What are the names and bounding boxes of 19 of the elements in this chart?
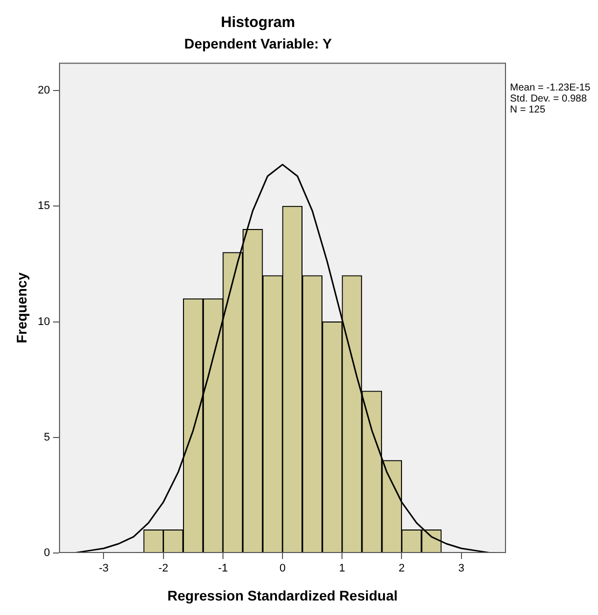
x-tick-label: 1 [339,562,346,575]
x-tick-label: -3 [98,562,109,575]
x-tick-label: 2 [398,562,405,575]
text: N = 125 [510,104,546,116]
y-tick-label: 10 [38,316,50,328]
chart-subtitle: Dependent Variable: Y [184,35,332,52]
x-tick-label: -2 [158,562,168,575]
y-tick-label: 5 [44,431,50,444]
y-tick-label: 15 [38,200,50,212]
y-tick-label: 0 [44,547,50,560]
x-tick-label: 0 [279,562,286,575]
x-tick-label: 3 [458,562,464,575]
text: Std. Dev. = 0.988 [510,94,588,105]
x-axis-title: Regression Standardized Residual [167,587,398,604]
text: Mean = -1.23E-15 [510,82,591,94]
chart-title: Histogram [220,14,296,32]
y-axis-title: Frequency [13,272,30,344]
x-tick-label: -1 [218,562,228,575]
y-tick-label: 20 [38,84,50,97]
